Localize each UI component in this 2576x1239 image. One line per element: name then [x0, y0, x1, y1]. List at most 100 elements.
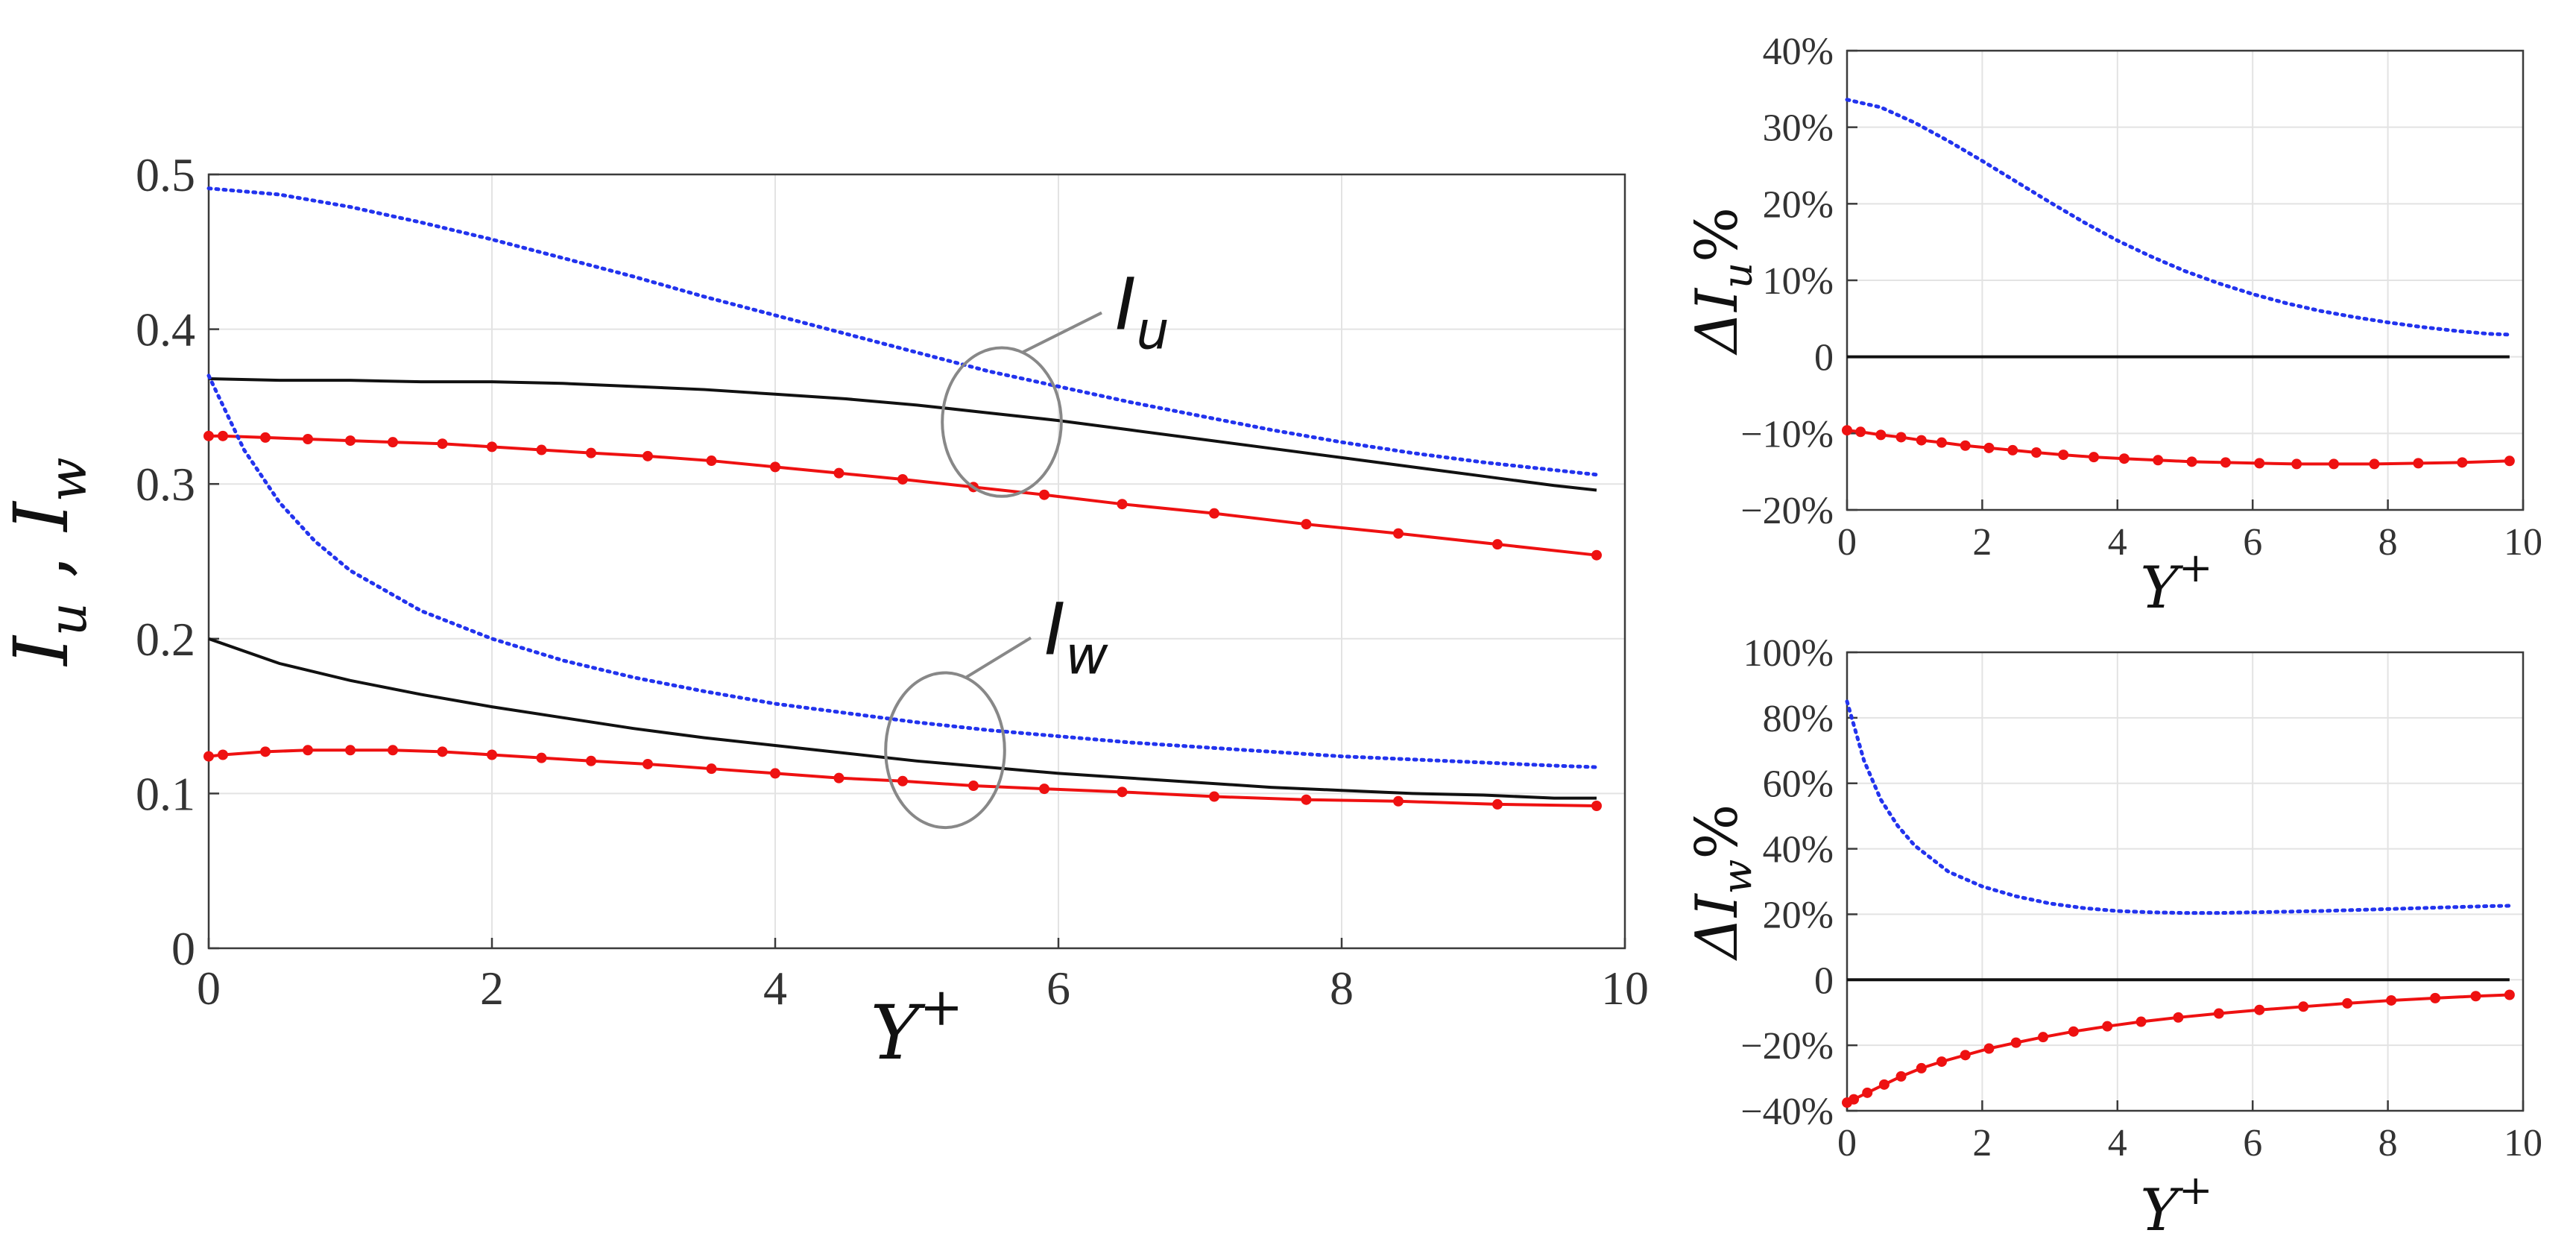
- annotation-label: Iu: [1115, 263, 1169, 362]
- series-point: [897, 473, 908, 485]
- series-line: [208, 637, 1597, 800]
- series-line: [209, 434, 1597, 557]
- series-point: [203, 430, 214, 441]
- series-point: [1936, 437, 1947, 448]
- x-axis-label-main: Y: [871, 989, 926, 1076]
- x-tick-label: 4: [2108, 521, 2127, 564]
- series-line: [206, 186, 1599, 477]
- series-point: [2298, 1001, 2309, 1012]
- series-point: [1875, 429, 1887, 441]
- series-point: [218, 749, 228, 760]
- y-tick-label: 40%: [1763, 31, 1834, 73]
- series-line: [208, 377, 1597, 492]
- y-tick-label: −20%: [1740, 1025, 1834, 1068]
- series-point: [2213, 1008, 2224, 1019]
- y-axis-label-sub: u: [37, 602, 98, 636]
- x-tick-label: 10: [1601, 962, 1649, 1015]
- series-point: [2413, 458, 2424, 469]
- y-tick-label: −20%: [1740, 490, 1834, 532]
- series-point: [487, 749, 497, 760]
- series-point: [770, 461, 780, 473]
- x-tick-label: 10: [2504, 1122, 2542, 1164]
- series-point: [1039, 784, 1049, 795]
- annotation-label-sub: u: [1136, 300, 1169, 362]
- y-axis-label-sub: w: [1714, 860, 1761, 895]
- series-point: [586, 447, 596, 458]
- series-point: [2430, 992, 2441, 1003]
- series-point: [2010, 1037, 2021, 1048]
- y-tick-label: 40%: [1763, 829, 1834, 871]
- series-point: [218, 430, 228, 441]
- series-point: [1492, 798, 1503, 810]
- x-tick-label: 8: [1330, 962, 1354, 1015]
- series-point: [2102, 1021, 2113, 1032]
- x-tick-label: 4: [2108, 1122, 2127, 1164]
- x-tick-label: 0: [1837, 521, 1857, 564]
- y-tick-label: 0: [171, 922, 195, 975]
- y-axis-label: ΔIu%: [1684, 207, 1761, 356]
- y-axis-label-suffix: %: [1684, 804, 1751, 860]
- y-tick-label: 0.5: [136, 148, 195, 201]
- series-point: [1039, 489, 1049, 500]
- x-axis-label-main: Y: [2140, 555, 2183, 622]
- y-tick-label: 0: [1814, 959, 1834, 1002]
- annotation-leader: [965, 636, 1032, 679]
- series-point: [1301, 519, 1312, 530]
- annotation-label-main: I: [1044, 588, 1065, 672]
- series-point: [1117, 786, 1128, 798]
- series-point: [2470, 991, 2481, 1002]
- series-point: [437, 438, 448, 450]
- annotation-label: Iw: [1044, 588, 1108, 687]
- plot-frame: [207, 173, 1626, 950]
- series-point: [1855, 426, 1866, 438]
- y-tick-label: −10%: [1740, 413, 1834, 455]
- x-axis-label: Y+: [2140, 543, 2212, 622]
- series-point: [203, 751, 214, 762]
- y-tick-label: 0: [1814, 337, 1834, 379]
- y-tick-label: −40%: [1740, 1091, 1834, 1133]
- series-point: [2504, 989, 2515, 1000]
- y-tick-label: 20%: [1763, 894, 1834, 936]
- x-tick-label: 6: [2243, 521, 2262, 564]
- series-point: [2173, 1012, 2184, 1023]
- annotation-label-main: I: [1115, 263, 1136, 347]
- x-tick-label: 4: [763, 962, 787, 1015]
- series-point: [303, 745, 313, 756]
- series-point: [2342, 997, 2353, 1009]
- y-axis-label: ΔIw%: [1684, 804, 1761, 962]
- series-point: [437, 746, 448, 757]
- series-point: [487, 441, 497, 453]
- x-axis-label-sup: +: [2179, 543, 2213, 591]
- series-point: [1878, 1079, 1890, 1090]
- x-axis-label-sup: +: [2179, 1166, 2213, 1214]
- y-axis-label-main: ΔI: [1684, 892, 1751, 961]
- series-point: [2504, 455, 2515, 467]
- series-point: [1301, 794, 1312, 805]
- series-point: [2118, 453, 2130, 464]
- x-tick-label: 2: [1972, 521, 1992, 564]
- series-point: [2457, 457, 2468, 468]
- x-axis-label-sup: +: [920, 977, 964, 1038]
- series-line: [1845, 98, 2512, 337]
- series-point: [2058, 450, 2069, 461]
- series-point: [1862, 1087, 1873, 1098]
- panel-delta-iu: 0 2 4 6 8 10 −20% −10% 0 10% 20% 30% 40% Y+ ΔIu%: [1684, 31, 2542, 622]
- series-point: [2186, 456, 2197, 467]
- series-point: [1916, 435, 1927, 446]
- series-point: [1842, 425, 1852, 436]
- series-point: [2153, 455, 2164, 466]
- series-point: [345, 435, 356, 447]
- y-axis-label: Iu , Iw: [0, 457, 98, 666]
- x-axis-label: Y+: [871, 977, 964, 1076]
- series-point: [2135, 1016, 2147, 1027]
- y-tick-label: 0.1: [136, 767, 195, 820]
- series-point: [586, 755, 596, 766]
- x-axis-label-main: Y: [2140, 1177, 2183, 1239]
- series-point: [2038, 1032, 2049, 1043]
- series-point: [2254, 1004, 2265, 1015]
- y-tick-label: 0.4: [136, 303, 195, 356]
- series-point: [1936, 1056, 1947, 1068]
- y-axis-label-main: ΔI: [1684, 287, 1751, 356]
